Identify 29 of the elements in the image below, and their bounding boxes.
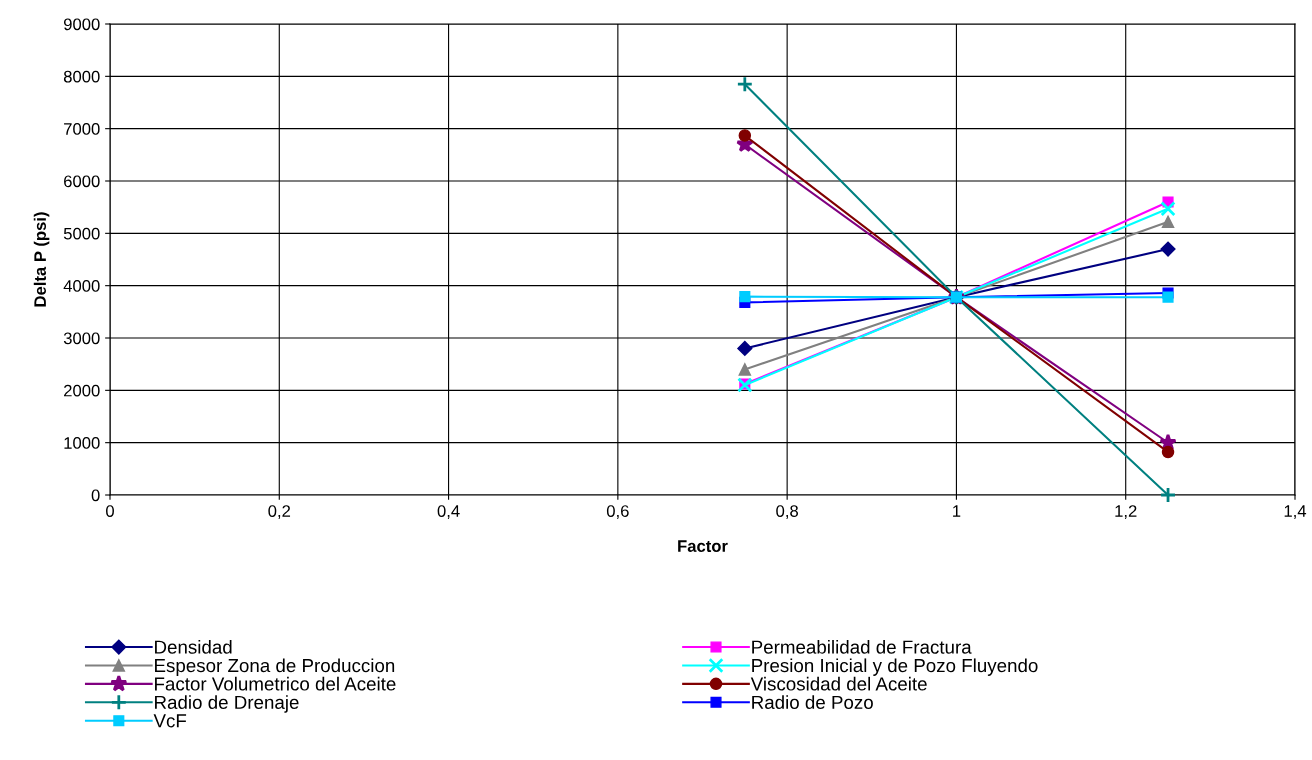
y-tick-label: 8000 (63, 70, 100, 83)
y-tick-label: 1000 (64, 437, 100, 449)
x-tick-label: 0,6 (606, 505, 629, 519)
y-tick-label: 7000 (64, 123, 100, 135)
legend-label: Radio de Pozo (752, 695, 873, 710)
legend-label: Viscosidad del Aceite (750, 676, 927, 691)
legend-label: Radio de Drenaje (155, 695, 299, 713)
x-axis-title: Factor (678, 540, 728, 552)
legend-label: Espesor Zona de Produccion (155, 658, 395, 676)
x-tick-label: 0 (106, 505, 114, 517)
legend-label: VcF (153, 714, 187, 728)
legend-label: Factor Volumetrico del Aceite (155, 676, 396, 691)
x-tick-label: 0,8 (776, 505, 798, 519)
y-tick-label: 0 (91, 489, 100, 502)
legend-label: Densidad (155, 640, 232, 654)
legend-label: Presion Inicial y de Pozo Fluyendo (752, 658, 1038, 676)
y-tick-label: 2000 (64, 384, 100, 397)
y-tick-label: 6000 (64, 175, 100, 188)
x-tick-label: 1,2 (1115, 505, 1137, 519)
y-tick-label: 3000 (63, 332, 100, 345)
x-tick-label: 1 (953, 505, 961, 517)
x-tick-label: 0,4 (437, 505, 460, 519)
x-tick-label: 1,4 (1284, 505, 1307, 519)
x-tick-label: 0,2 (268, 505, 291, 519)
y-tick-label: 5000 (63, 227, 100, 240)
y-tick-label: 4000 (63, 280, 100, 292)
y-tick-label: 9000 (63, 18, 100, 31)
y-axis-title: Delta P (psi) (33, 212, 50, 307)
legend-label: Permeabilidad de Fractura (752, 640, 972, 654)
